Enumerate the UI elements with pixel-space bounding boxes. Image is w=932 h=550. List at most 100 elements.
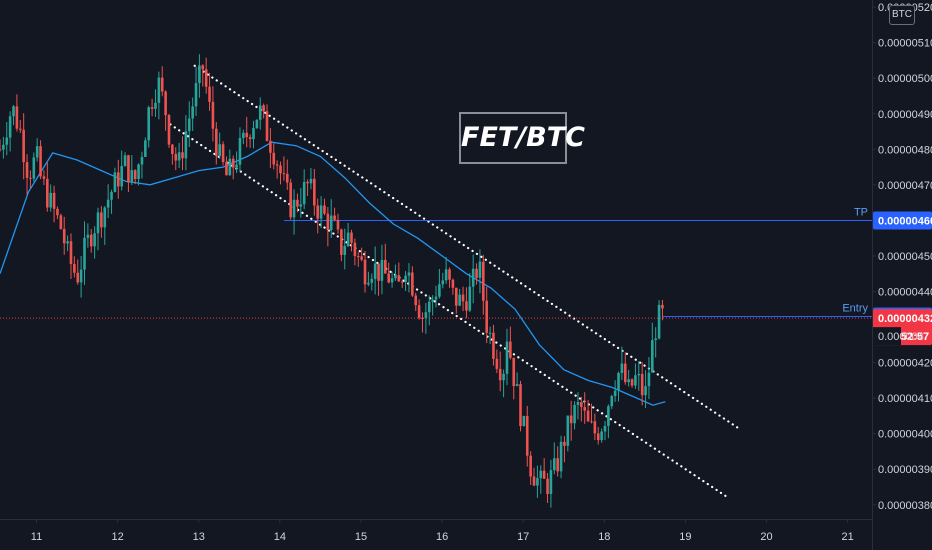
- price-tick-label: 0.00000380: [878, 500, 932, 512]
- time-axis[interactable]: 11 12 13 14 15 16 17 18 19 20 21: [0, 519, 872, 543]
- candle-body: [411, 272, 414, 296]
- candle-body: [360, 256, 363, 260]
- candle-body: [171, 144, 174, 154]
- price-tick-label: 0.00000400: [878, 429, 932, 441]
- candle-body: [252, 127, 255, 140]
- candle-body: [475, 268, 478, 278]
- candle-body: [49, 192, 52, 208]
- candle-body: [350, 232, 353, 243]
- candle-body: [438, 284, 441, 297]
- candle-body: [2, 144, 5, 150]
- candle-body: [417, 305, 421, 318]
- candle-body: [505, 341, 509, 374]
- candle-body: [427, 301, 431, 313]
- candle-body: [113, 172, 117, 192]
- candle-body: [56, 208, 59, 216]
- candle-body: [147, 107, 151, 141]
- candle-body: [83, 237, 86, 270]
- candle-body: [144, 140, 147, 157]
- candle-body: [106, 199, 110, 208]
- candle-body: [258, 105, 262, 120]
- candle-body: [221, 144, 225, 163]
- candle-body: [8, 116, 12, 138]
- time-tick-label: 13: [193, 531, 205, 543]
- candle-body: [32, 157, 36, 179]
- candle-body: [160, 77, 164, 92]
- price-tick-label: 0.00000420: [878, 358, 932, 370]
- candle-body: [245, 132, 249, 138]
- candle-body: [377, 263, 380, 281]
- candle-body: [454, 287, 458, 306]
- candle-body: [586, 410, 590, 422]
- candle-body: [157, 77, 161, 103]
- candle-body: [194, 83, 198, 107]
- candle-body: [127, 155, 130, 183]
- candle-body: [458, 294, 461, 306]
- candle-body: [414, 295, 418, 306]
- candle-body: [191, 106, 194, 119]
- candle-body: [593, 421, 597, 434]
- candlesticks: [0, 54, 664, 508]
- candle-body: [292, 199, 296, 218]
- channel-lower-line: [169, 123, 728, 498]
- candle-body: [25, 162, 29, 178]
- candle-body: [5, 137, 9, 145]
- candle-body: [313, 178, 316, 206]
- candle-body: [238, 137, 242, 165]
- level-label-entry: Entry: [842, 303, 868, 315]
- current-price-tag-text: 0.00000432: [878, 313, 932, 325]
- candle-body: [600, 431, 603, 441]
- candle-body: [235, 164, 238, 168]
- candle-body: [299, 204, 303, 207]
- candle-body: [384, 259, 387, 274]
- candle-body: [407, 272, 411, 276]
- candle-body: [580, 402, 583, 408]
- candle-body: [279, 165, 282, 174]
- time-tick-label: 20: [760, 531, 772, 543]
- candle-body: [103, 207, 107, 228]
- candle-body: [556, 458, 559, 472]
- candle-body: [654, 338, 657, 341]
- candle-body: [110, 191, 113, 200]
- price-tick-label: 0.00000470: [878, 180, 932, 192]
- candle-body: [498, 368, 502, 381]
- candle-body: [35, 146, 39, 158]
- candle-body: [485, 300, 489, 333]
- price-axis[interactable]: 0.000005200.000003900.000004000.00000410…: [872, 0, 932, 550]
- candle-body: [282, 173, 286, 175]
- candle-body: [316, 205, 320, 219]
- candle-body: [116, 172, 120, 187]
- level-tag-text-tp: 0.00000460: [878, 216, 932, 228]
- candle-body: [515, 384, 519, 387]
- level-tag-bg-tp: [873, 211, 932, 230]
- candle-body: [86, 234, 90, 238]
- candle-body: [444, 269, 448, 281]
- candle-body: [154, 102, 157, 109]
- candle-body: [613, 390, 617, 397]
- level-label-tp: TP: [854, 207, 868, 219]
- candle-body: [353, 242, 357, 257]
- candle-body: [248, 137, 252, 140]
- candle-body: [363, 259, 367, 285]
- candle-body: [617, 372, 620, 391]
- price-tick-label: 0.00000450: [878, 251, 932, 263]
- candle-body: [471, 268, 475, 287]
- candle-body: [340, 229, 343, 255]
- candle-body: [573, 404, 576, 424]
- price-tick-label: 0.00000480: [878, 144, 932, 156]
- candle-body: [89, 234, 93, 247]
- candle-body: [52, 192, 56, 209]
- candle-body: [546, 478, 549, 494]
- candle-body: [461, 294, 465, 302]
- candle-body: [62, 228, 66, 244]
- candle-body: [448, 269, 451, 280]
- candle-body: [289, 182, 292, 218]
- candle-body: [346, 232, 350, 247]
- currency-badge[interactable]: BTC: [889, 5, 915, 25]
- candle-body: [42, 176, 46, 179]
- candle-body: [532, 476, 536, 486]
- candle-body: [29, 177, 32, 179]
- candle-body: [319, 205, 323, 219]
- candle-body: [93, 233, 96, 247]
